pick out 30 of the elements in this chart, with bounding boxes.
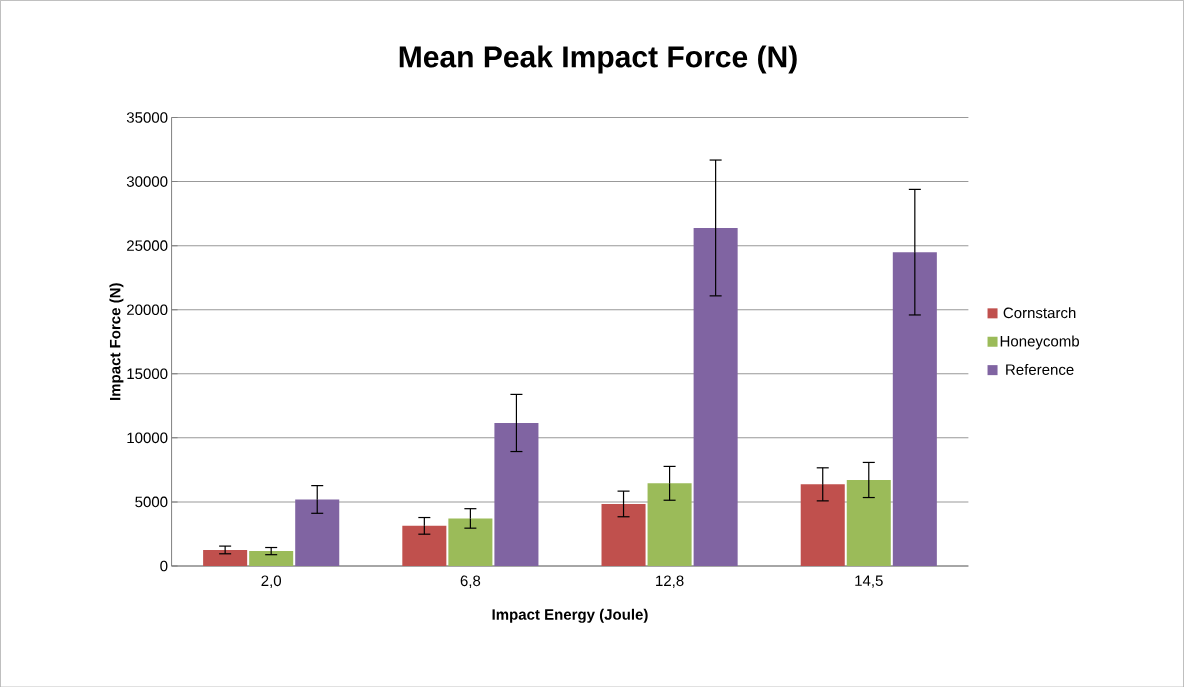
bar <box>402 525 447 566</box>
x-axis-title: Impact Energy (Joule) <box>492 608 648 623</box>
y-tick-label: 25000 <box>127 240 168 251</box>
bar <box>892 251 937 566</box>
x-tick-label: 12,8 <box>656 575 684 588</box>
bar <box>846 479 891 566</box>
y-tick-label: 30000 <box>126 176 168 187</box>
y-tick-label: 5000 <box>135 496 168 507</box>
legend-label: Honeycomb <box>1000 335 1080 350</box>
y-tick-label: 20000 <box>127 304 168 315</box>
x-tick-label: 14,5 <box>855 575 883 588</box>
bar <box>494 422 539 566</box>
y-tick-label: 35000 <box>126 111 168 123</box>
bar <box>295 499 340 566</box>
y-tick-label: 0 <box>160 560 168 572</box>
legend-label: Reference <box>1006 363 1074 375</box>
y-tick-label: 15000 <box>127 368 168 379</box>
bar <box>448 518 493 566</box>
legend-label: Cornstarch <box>1003 306 1076 318</box>
chart-title: Mean Peak Impact Force (N) <box>399 45 797 74</box>
x-tick-label: 6,8 <box>460 575 481 588</box>
bar <box>249 550 294 566</box>
bar <box>601 503 646 566</box>
bar <box>693 227 738 566</box>
bar <box>203 549 248 566</box>
y-axis-title: Impact Force (N) <box>109 283 124 400</box>
x-tick-label: 2,0 <box>261 575 282 588</box>
y-tick-label: 10000 <box>127 432 168 443</box>
bar <box>647 483 692 566</box>
bar <box>800 484 845 566</box>
